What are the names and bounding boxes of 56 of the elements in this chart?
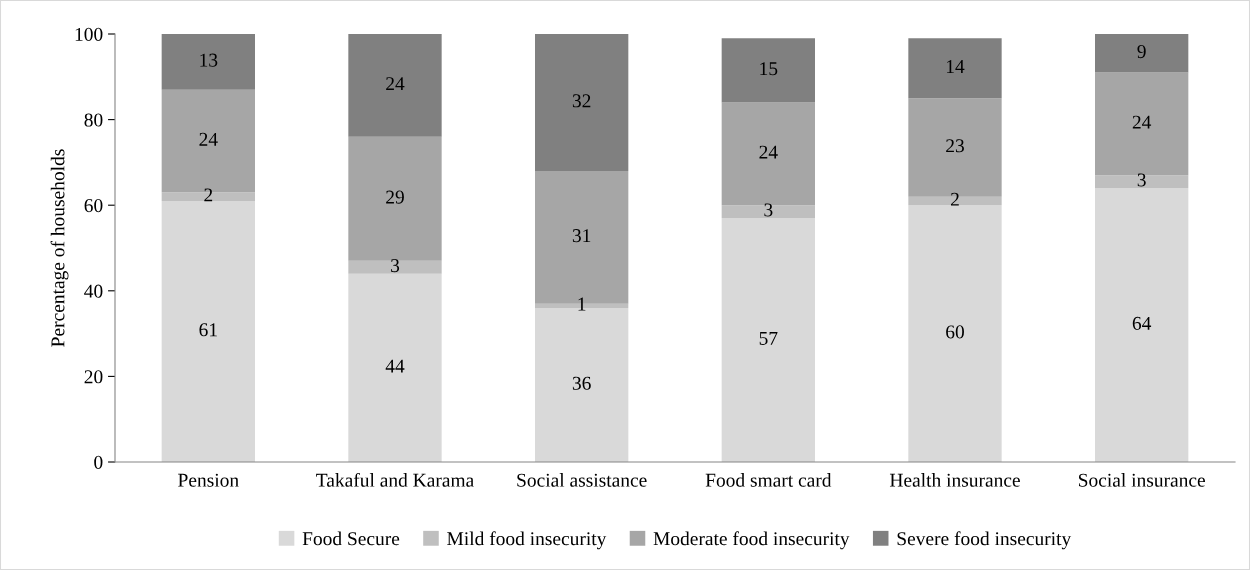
- x-tick-label: Takaful and Karama: [316, 472, 474, 487]
- data-label: 15: [760, 62, 778, 76]
- bar: [161, 34, 255, 90]
- data-label: 61: [199, 323, 217, 337]
- bar: [535, 34, 629, 171]
- data-label: 60: [946, 325, 964, 339]
- bar: [348, 136, 442, 261]
- data-label: 44: [385, 359, 405, 373]
- data-label: 2: [204, 188, 213, 202]
- data-label: 23: [946, 139, 964, 153]
- bar: [908, 205, 1002, 462]
- y-tick-label: 60: [84, 199, 103, 213]
- bar: [1095, 188, 1189, 462]
- data-label: 13: [200, 53, 218, 67]
- data-label: 14: [946, 60, 965, 73]
- data-label: 32: [572, 94, 591, 108]
- data-label: 64: [1132, 316, 1152, 330]
- legend-label: Food Secure: [302, 531, 400, 546]
- y-axis-title: Percentage of households: [50, 149, 69, 347]
- data-label: 3: [764, 203, 773, 217]
- bar: [161, 200, 255, 462]
- data-label: 3: [391, 259, 400, 273]
- y-tick-label: 80: [84, 113, 103, 127]
- bar: [721, 205, 815, 219]
- bar: [721, 218, 815, 462]
- legend-label: Severe food insecurity: [897, 531, 1072, 550]
- x-tick-label: Social assistance: [517, 473, 647, 487]
- x-tick-label: Health insurance: [889, 473, 1020, 487]
- data-label: 24: [199, 132, 218, 146]
- y-tick-label: 40: [84, 284, 103, 298]
- data-label: 3: [1137, 173, 1146, 187]
- data-label: 2: [950, 192, 959, 206]
- data-label: 9: [1137, 45, 1146, 59]
- legend-label: Moderate food insecurity: [653, 531, 850, 550]
- data-label: 24: [386, 77, 405, 91]
- bar: [1095, 175, 1189, 189]
- bar: [348, 34, 442, 137]
- data-label: 36: [572, 376, 591, 390]
- data-label: 1: [578, 297, 586, 311]
- y-tick-label: 20: [84, 370, 103, 384]
- bar: [348, 273, 442, 462]
- data-label: 24: [759, 145, 778, 159]
- data-label: 31: [572, 229, 591, 243]
- data-label: 29: [386, 190, 404, 204]
- legend-label: Mild food insecurity: [447, 531, 607, 550]
- bar: [721, 38, 815, 103]
- x-tick-label: Pension: [178, 473, 239, 487]
- bar: [348, 260, 442, 274]
- data-label: 57: [759, 331, 778, 345]
- y-tick-label: 0: [94, 455, 103, 469]
- bar: [908, 38, 1002, 99]
- data-label: 24: [1132, 115, 1152, 129]
- x-tick-label: Food smart card: [705, 473, 832, 487]
- y-tick-label: 100: [75, 27, 103, 41]
- x-tick-label: Social insurance: [1078, 473, 1205, 487]
- bar: [1095, 34, 1189, 73]
